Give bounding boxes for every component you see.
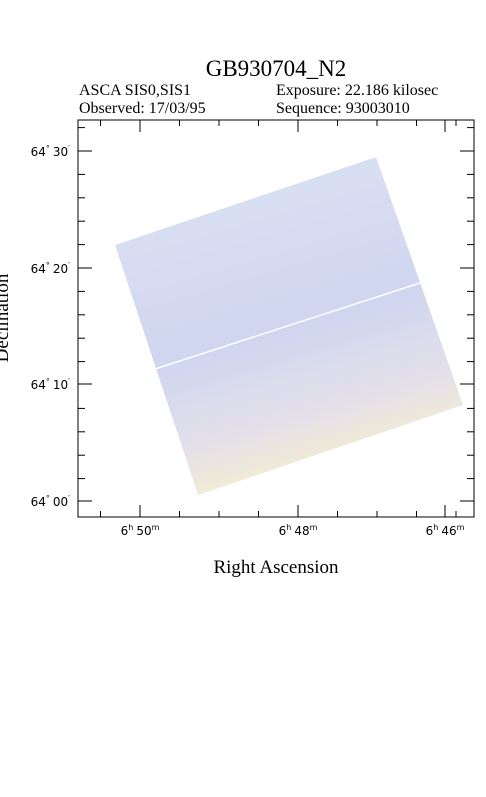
title: GB930704_N2: [206, 56, 347, 81]
tick-label: 64° 10′: [31, 377, 71, 392]
tick-label-part: 64: [31, 495, 46, 509]
instrument: ASCA SIS0,SIS1: [79, 82, 191, 99]
tick-label-part: °: [46, 494, 50, 503]
tick-label-part: 64: [31, 262, 46, 276]
frame: [77, 119, 475, 518]
tick-label-part: °: [46, 144, 50, 153]
tick-label-part: m: [152, 523, 160, 532]
tick-label-part: 48: [294, 524, 309, 538]
tick-label-part: 64: [31, 145, 46, 159]
tick-label: 6h 48m: [279, 523, 318, 538]
chip-gap: [154, 282, 421, 370]
exposure: Exposure: 22.186 kilosec: [276, 82, 438, 99]
tick-label-part: 46: [441, 524, 456, 538]
tick-label: 6h 50m: [121, 523, 160, 538]
tick-label-part: h: [286, 523, 291, 532]
tick-label-part: 20: [53, 262, 68, 276]
tick-label-part: ′: [68, 377, 70, 386]
observed: Observed: 17/03/95: [79, 100, 206, 117]
tick-label: 6h 46m: [426, 523, 465, 538]
tick-label-part: 30: [53, 145, 68, 159]
tick-label-part: ′: [68, 144, 70, 153]
tick-label: 64° 30′: [31, 144, 71, 159]
tick-label-part: 6: [279, 524, 287, 538]
tick-label-part: 00: [53, 495, 68, 509]
y-label: Declination: [0, 273, 13, 362]
tick-label-part: 64: [31, 378, 46, 392]
tick-label-part: 6: [426, 524, 434, 538]
tick-label-part: m: [310, 523, 318, 532]
tick-label: 64° 00′: [31, 494, 71, 509]
tick-label-part: 10: [53, 378, 68, 392]
tick-label-part: °: [46, 261, 50, 270]
x-label: Right Ascension: [213, 557, 339, 578]
sequence: Sequence: 93003010: [276, 100, 410, 117]
tick-label-part: m: [457, 523, 465, 532]
tick-label-part: 6: [121, 524, 129, 538]
tick-label-part: ′: [68, 261, 70, 270]
tick-label-part: 50: [136, 524, 151, 538]
tick-label-part: ′: [68, 494, 70, 503]
tick-label-part: °: [46, 377, 50, 386]
tick-label-part: h: [433, 523, 438, 532]
tick-label-part: h: [128, 523, 133, 532]
tick-label: 64° 20′: [31, 261, 71, 276]
